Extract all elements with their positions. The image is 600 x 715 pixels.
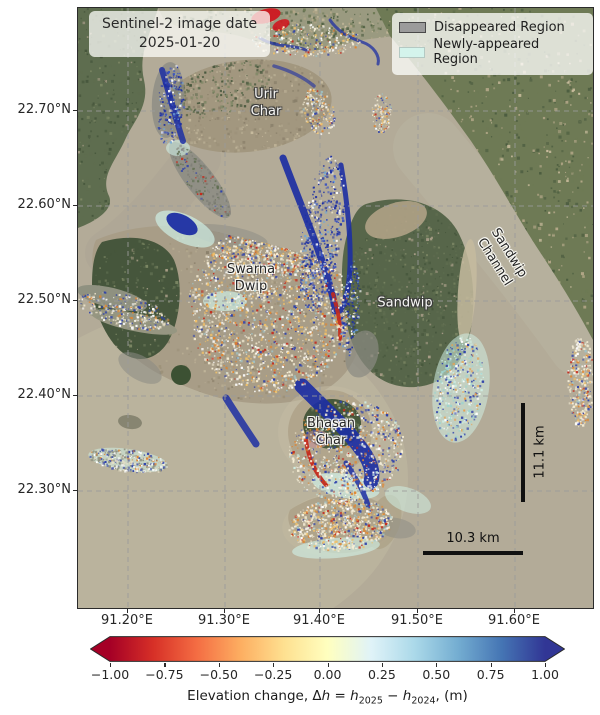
legend-row-disappeared: Disappeared Region [399, 20, 584, 35]
title-line1: Sentinel-2 image date [102, 16, 258, 32]
xtick-91-40: 91.40°E [293, 613, 345, 628]
colorbar-tickmark [490, 663, 492, 667]
caption-h: h [321, 688, 331, 704]
colorbar-tick-label: 0.00 [313, 667, 342, 682]
axis-tick [73, 490, 77, 492]
colorbar-tick-label: 1.00 [531, 667, 559, 682]
colorbar-tickmark [218, 663, 220, 667]
caption-sub-2025: 2025 [358, 695, 383, 707]
ytick-22-70: 22.70°N [17, 102, 71, 117]
title-box: Sentinel-2 image date 2025-01-20 [89, 11, 271, 57]
legend-label-disappeared: Disappeared Region [434, 20, 565, 35]
colorbar-tickmark [110, 663, 112, 667]
xtick-91-60: 91.60°E [488, 613, 540, 628]
caption-text: Elevation change, Δ [187, 688, 322, 704]
legend-label-newly-appeared: Newly-appeared Region [433, 37, 540, 67]
vertical-scalebar [521, 403, 525, 502]
horizontal-scalebar [423, 551, 523, 555]
caption-suffix: , (m) [435, 688, 468, 704]
colorbar-tick-label: −0.50 [199, 667, 238, 682]
colorbar-tick-label: 0.75 [476, 667, 505, 682]
colorbar-tick-label: 0.25 [367, 667, 396, 682]
title-line2: 2025-01-20 [138, 34, 221, 51]
xtick-91-30: 91.30°E [198, 613, 250, 628]
axis-tick [127, 609, 129, 613]
colorbar-tickmark [164, 663, 166, 667]
colorbar [89, 636, 566, 662]
horizontal-scalebar-label: 10.3 km [446, 531, 500, 546]
caption-minus: − [382, 688, 403, 704]
axis-tick [417, 609, 419, 613]
disappeared-swatch [399, 22, 426, 33]
colorbar-tickmark [327, 663, 329, 667]
xtick-91-50: 91.50°E [391, 613, 443, 628]
ytick-22-60: 22.60°N [17, 197, 71, 212]
legend-row-newly-appeared: Newly-appeared Region [399, 37, 584, 67]
caption-sub-2024: 2024 [411, 695, 436, 707]
ytick-22-40: 22.40°N [17, 387, 71, 402]
axis-tick [73, 300, 77, 302]
caption-eq: = [330, 688, 351, 704]
ytick-22-50: 22.50°N [17, 292, 71, 307]
colorbar-caption: Elevation change, Δh = h2025 − h2024, (m… [90, 688, 565, 707]
axis-tick [73, 110, 77, 112]
colorbar-tickmark [273, 663, 275, 667]
caption-h: h [402, 688, 412, 704]
ytick-22-30: 22.30°N [17, 482, 71, 497]
colorbar-gradient-bar [89, 636, 566, 662]
colorbar-tick-label: −0.25 [253, 667, 293, 682]
colorbar-tick-label: 0.50 [422, 667, 451, 682]
colorbar-tick-label: −0.75 [145, 667, 184, 682]
axis-tick [319, 609, 321, 613]
colorbar-tickmark [436, 663, 438, 667]
newly-appeared-swatch [399, 46, 426, 58]
legend: Disappeared Region Newly-appeared Region [392, 13, 593, 75]
map-axes: Sentinel-2 image date 2025-01-20 Disappe… [77, 7, 594, 609]
colorbar-tickmark [381, 663, 384, 667]
map-canvas [78, 8, 593, 608]
axis-tick [224, 609, 226, 613]
colorbar-tick-label: −1.00 [90, 667, 130, 682]
axis-tick [73, 395, 77, 397]
colorbar-tickmark [545, 663, 547, 667]
axis-tick [514, 609, 516, 613]
caption-h: h [350, 688, 359, 704]
xtick-91-20: 91.20°E [101, 613, 153, 628]
axis-tick [73, 205, 77, 207]
vertical-scalebar-label: 11.1 km [532, 425, 548, 479]
